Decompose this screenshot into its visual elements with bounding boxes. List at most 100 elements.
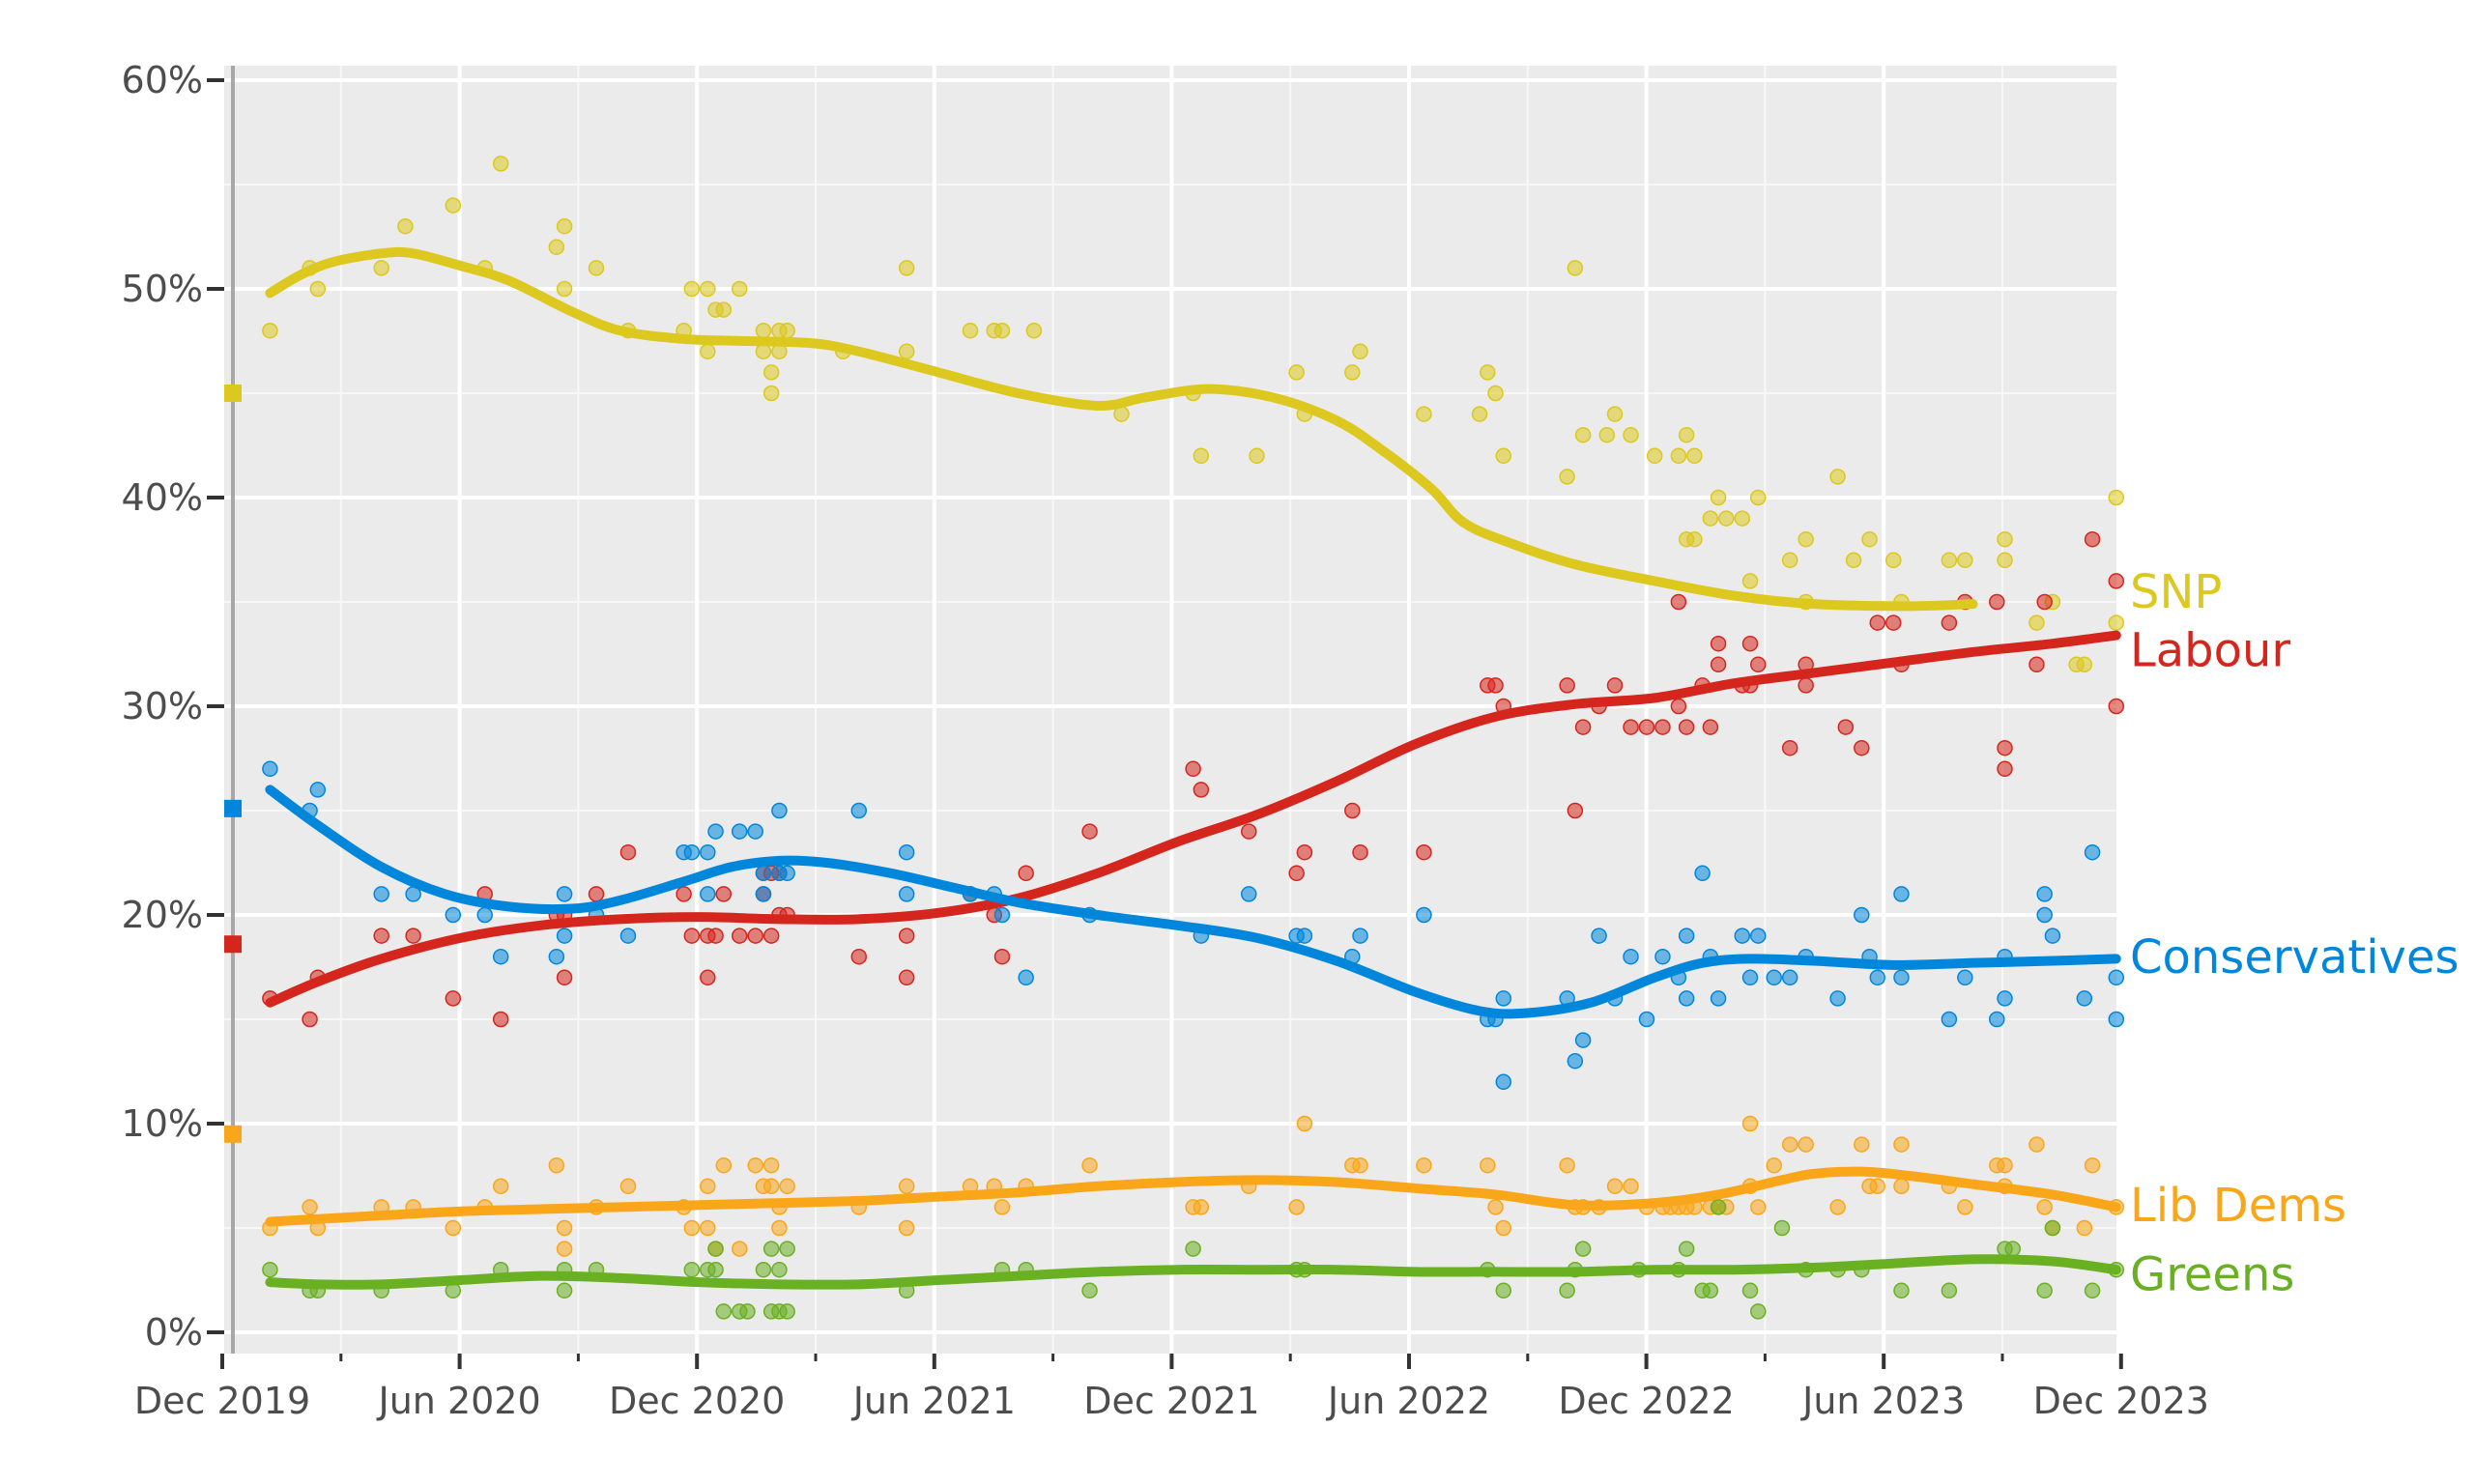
poll-point-greens xyxy=(1702,1282,1719,1299)
poll-point-lib-dems xyxy=(2028,1136,2045,1153)
poll-point-lib-dems xyxy=(1893,1178,1910,1195)
poll-point-labour xyxy=(492,1011,509,1028)
poll-point-greens xyxy=(2004,1241,2022,1257)
poll-point-snp xyxy=(1598,426,1616,443)
poll-point-lib-dems xyxy=(762,1156,780,1174)
poll-point-lib-dems xyxy=(445,1219,462,1237)
poll-point-snp xyxy=(1646,447,1663,465)
poll-point-greens xyxy=(1710,1199,1727,1215)
poll-point-conservatives xyxy=(1574,1032,1592,1048)
poll-point-labour xyxy=(1702,719,1719,735)
poll-point-lib-dems xyxy=(1288,1199,1305,1215)
x-tick-label: Jun 2023 xyxy=(1800,1380,1965,1422)
poll-point-snp xyxy=(683,280,701,298)
poll-point-snp xyxy=(397,217,414,235)
poll-point-snp xyxy=(962,322,979,339)
poll-point-snp xyxy=(1861,530,1878,548)
y-tick-label: 30% xyxy=(122,685,203,728)
poll-point-snp xyxy=(445,197,462,214)
poll-point-snp xyxy=(898,260,915,276)
poll-point-labour xyxy=(1997,739,2013,756)
x-tick-label: Jun 2021 xyxy=(851,1380,1016,1422)
poll-point-labour xyxy=(1487,677,1504,694)
poll-point-conservatives xyxy=(1678,928,1695,944)
poll-point-snp xyxy=(373,260,389,276)
poll-point-snp xyxy=(779,322,795,339)
y-tick-label: 50% xyxy=(122,268,203,310)
poll-point-conservatives xyxy=(309,782,327,798)
poll-point-conservatives xyxy=(556,928,573,944)
poll-point-labour xyxy=(731,928,748,944)
poll-point-lib-dems xyxy=(556,1219,573,1237)
poll-point-snp xyxy=(2076,656,2093,673)
poll-point-lib-dems xyxy=(1416,1156,1432,1174)
poll-point-conservatives xyxy=(1997,990,2013,1007)
poll-point-snp xyxy=(1480,364,1496,381)
poll-point-snp xyxy=(1193,447,1210,465)
poll-point-greens xyxy=(755,1261,772,1278)
election-marker-snp xyxy=(224,385,242,402)
poll-point-labour xyxy=(993,948,1011,965)
poll-point-snp xyxy=(588,260,605,276)
poll-point-snp xyxy=(1957,552,1973,569)
poll-point-labour xyxy=(707,928,724,944)
poll-point-labour xyxy=(2084,530,2101,548)
x-tick-label: Dec 2022 xyxy=(1558,1380,1734,1422)
poll-point-labour xyxy=(2108,698,2125,715)
poll-point-greens xyxy=(707,1241,724,1257)
poll-point-lib-dems xyxy=(1766,1156,1782,1174)
poll-point-conservatives xyxy=(700,886,716,902)
poll-point-greens xyxy=(762,1241,780,1257)
poll-point-lib-dems xyxy=(1750,1199,1767,1215)
poll-point-lib-dems xyxy=(619,1178,637,1195)
y-tick-label: 10% xyxy=(122,1102,203,1145)
poll-point-snp xyxy=(556,280,573,298)
poll-point-greens xyxy=(2084,1282,2101,1299)
poll-point-greens xyxy=(1081,1282,1098,1299)
poll-point-conservatives xyxy=(1694,865,1711,882)
trend-line-lib-dems xyxy=(265,1166,2121,1227)
poll-point-conservatives xyxy=(1741,969,1759,986)
poll-point-labour xyxy=(1869,614,1886,631)
poll-point-conservatives xyxy=(1766,969,1782,986)
poll-point-labour xyxy=(700,969,716,986)
poll-point-conservatives xyxy=(1957,969,1973,986)
poll-point-labour xyxy=(1416,843,1432,861)
poll-point-lib-dems xyxy=(1741,1115,1759,1132)
poll-point-labour xyxy=(2036,593,2053,611)
poll-point-greens xyxy=(1773,1219,1791,1237)
poll-point-greens xyxy=(707,1261,724,1278)
poll-point-snp xyxy=(1678,426,1695,443)
poll-point-conservatives xyxy=(1829,990,1846,1007)
poll-point-snp xyxy=(993,322,1011,339)
poll-point-snp xyxy=(1288,364,1305,381)
poll-point-snp xyxy=(1884,552,1902,569)
poll-point-lib-dems xyxy=(779,1178,795,1195)
poll-point-labour xyxy=(1185,760,1201,778)
poll-point-labour xyxy=(898,928,915,944)
poll-point-labour xyxy=(2028,656,2045,673)
poll-point-conservatives xyxy=(993,906,1011,924)
poll-point-snp xyxy=(1559,469,1575,485)
election-marker-conservatives xyxy=(224,799,242,817)
poll-point-greens xyxy=(1941,1282,1958,1299)
x-tick-label: Jun 2022 xyxy=(1326,1380,1490,1422)
poll-point-conservatives xyxy=(1710,990,1727,1007)
poll-point-greens xyxy=(1741,1282,1759,1299)
poll-point-conservatives xyxy=(683,843,701,861)
poll-point-snp xyxy=(492,156,509,172)
trend-lines xyxy=(265,246,2121,1290)
poll-point-snp xyxy=(1487,385,1504,402)
poll-point-lib-dems xyxy=(1623,1178,1639,1195)
poll-point-conservatives xyxy=(1989,1011,2005,1028)
poll-point-snp xyxy=(755,343,772,360)
poll-point-greens xyxy=(1893,1282,1910,1299)
poll-point-lib-dems xyxy=(1798,1136,1814,1153)
poll-point-conservatives xyxy=(771,802,788,819)
poll-point-labour xyxy=(1606,677,1624,694)
poll-point-greens xyxy=(683,1261,701,1278)
election-marker-lib-dems xyxy=(224,1125,242,1143)
poll-point-snp xyxy=(731,280,748,298)
poll-point-greens xyxy=(1750,1303,1767,1320)
x-tick-label: Jun 2020 xyxy=(377,1380,541,1422)
